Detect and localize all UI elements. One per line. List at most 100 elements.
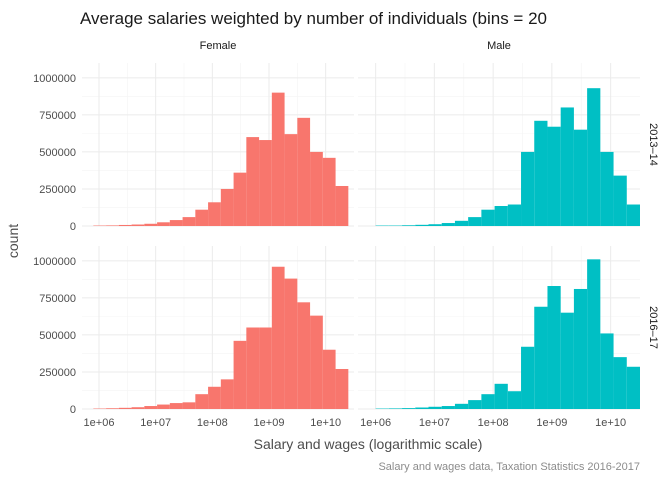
histogram-bar <box>521 151 535 226</box>
chart-title: Average salaries weighted by number of i… <box>80 9 547 28</box>
histogram-bar <box>626 366 640 409</box>
x-tick-label: 1e+07 <box>140 417 171 429</box>
histogram-bar <box>428 406 442 409</box>
histogram-bar <box>507 391 522 409</box>
histogram-bar <box>335 185 349 226</box>
x-tick-label: 1e+06 <box>84 417 115 429</box>
histogram-bar <box>297 117 311 226</box>
histogram-bar <box>284 134 298 226</box>
histogram-bar <box>246 327 260 409</box>
histogram-bar <box>335 368 349 409</box>
facet-strip-2016–17: 2016–17 <box>647 306 659 349</box>
histogram-bar <box>587 259 601 409</box>
histogram-bar <box>157 404 170 409</box>
histogram-bar <box>144 223 158 226</box>
y-tick-label: 750000 <box>39 110 76 122</box>
histogram-bar <box>182 217 196 226</box>
x-axis-title: Salary and wages (logarithmic scale) <box>254 436 483 452</box>
histogram-bar <box>259 327 272 409</box>
x-tick-label: 1e+07 <box>419 417 450 429</box>
histogram-bar <box>220 379 234 409</box>
histogram-bar <box>388 408 403 409</box>
panel-female-2013–14 <box>82 63 354 227</box>
y-tick-label: 500000 <box>39 330 76 342</box>
y-tick-label: 250000 <box>39 184 76 196</box>
histogram-bar <box>157 222 170 226</box>
histogram-bar <box>297 302 311 409</box>
histogram-bar <box>441 223 455 226</box>
panel-male-2016–17 <box>358 246 640 410</box>
x-tick-label: 1e+09 <box>536 417 567 429</box>
histogram-bar <box>402 408 416 409</box>
histogram-bar <box>626 204 640 226</box>
histogram-bar <box>507 204 522 226</box>
histogram-bar <box>322 157 336 226</box>
y-axis-title: count <box>5 224 21 258</box>
histogram-bar <box>454 220 469 226</box>
histogram-bar <box>468 400 482 409</box>
histogram-bar <box>402 225 416 226</box>
x-tick-label: 1e+06 <box>360 417 391 429</box>
histogram-bar <box>534 306 548 409</box>
histogram-bar <box>428 224 442 226</box>
histogram-bar <box>560 107 574 226</box>
histogram-bar <box>310 315 323 409</box>
histogram-bar <box>182 402 196 409</box>
histogram-bar <box>441 406 455 409</box>
x-tick-label: 1e+09 <box>254 417 285 429</box>
histogram-bar <box>169 403 183 409</box>
histogram-bar <box>208 202 221 226</box>
histogram-bar <box>454 403 469 409</box>
histogram-bar <box>613 175 627 226</box>
chart-caption: Salary and wages data, Taxation Statisti… <box>378 461 640 473</box>
histogram-bar <box>600 151 614 226</box>
y-tick-label: 500000 <box>39 147 76 159</box>
histogram-bar <box>169 220 183 226</box>
histogram-bar <box>259 140 272 226</box>
histogram-bar <box>118 224 132 226</box>
histogram-bar <box>573 129 588 226</box>
histogram-bar <box>481 394 495 409</box>
histogram-bar <box>246 137 260 226</box>
histogram-bar <box>494 383 508 409</box>
facet-strip-male: Male <box>487 40 511 52</box>
histogram-bar <box>547 126 561 226</box>
histogram-bar <box>494 205 508 226</box>
panel-female-2016–17 <box>82 246 354 410</box>
histogram-bar <box>220 188 234 226</box>
y-tick-label: 0 <box>70 404 76 416</box>
x-tick-label: 1e+10 <box>595 417 626 429</box>
histogram-bar <box>468 217 482 226</box>
histogram-bar <box>573 288 588 409</box>
histogram-bar <box>415 407 429 409</box>
x-tick-label: 1e+08 <box>478 417 509 429</box>
histogram-bar <box>415 224 429 226</box>
histogram-bar <box>322 349 336 409</box>
histogram-bar <box>131 224 145 226</box>
panel-male-2013–14 <box>358 63 640 227</box>
histogram-bar <box>547 286 561 409</box>
histogram-bar <box>560 312 574 409</box>
histogram-bar <box>534 120 548 226</box>
histogram-bar <box>106 225 119 226</box>
histogram-bar <box>106 408 119 409</box>
histogram-bar <box>118 407 132 409</box>
y-tick-label: 1000000 <box>33 256 76 268</box>
histogram-bar <box>195 394 209 409</box>
histogram-bar <box>195 209 209 226</box>
histogram-bar <box>310 151 323 226</box>
y-tick-label: 750000 <box>39 293 76 305</box>
histogram-bar <box>208 386 221 409</box>
x-tick-label: 1e+10 <box>310 417 341 429</box>
histogram-bar <box>144 406 158 409</box>
histogram-bar <box>131 407 145 409</box>
histogram-bar <box>271 92 285 227</box>
histogram-bar <box>587 88 601 226</box>
facet-strip-2013–14: 2013–14 <box>647 123 659 166</box>
histogram-bar <box>271 266 285 409</box>
y-tick-label: 1000000 <box>33 73 76 85</box>
y-tick-label: 0 <box>70 221 76 233</box>
y-tick-label: 250000 <box>39 367 76 379</box>
histogram-bar <box>613 357 627 409</box>
